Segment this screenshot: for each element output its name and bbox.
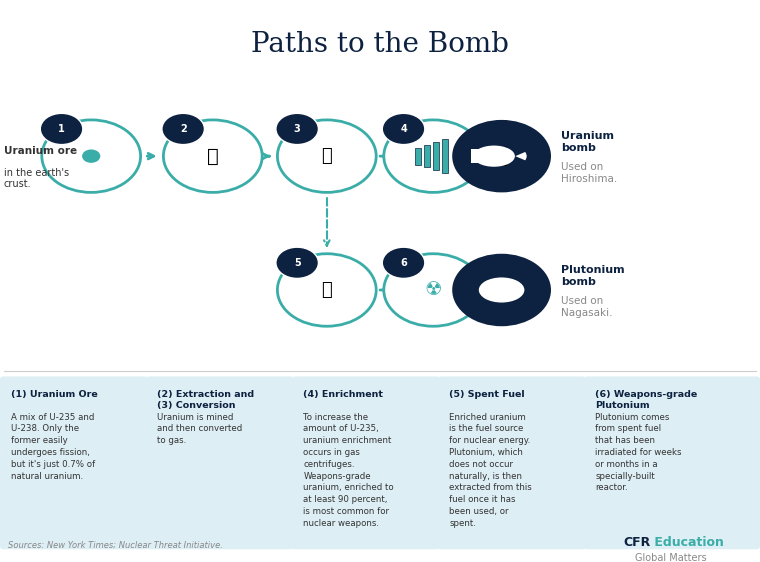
Circle shape [384,120,483,192]
Text: 5: 5 [294,258,300,268]
Text: Uranium ore: Uranium ore [4,146,77,156]
Bar [415,148,421,165]
Wedge shape [515,152,527,160]
Circle shape [42,120,141,192]
Text: Used on
Nagasaki.: Used on Nagasaki. [561,296,613,318]
Circle shape [452,253,551,326]
Text: Global Matters: Global Matters [635,553,706,562]
Text: in the earth's
crust.: in the earth's crust. [4,167,69,189]
Bar [424,145,430,167]
Text: 🏭: 🏭 [321,147,332,165]
Circle shape [277,253,376,326]
Circle shape [163,120,262,192]
Text: (1) Uranium Ore: (1) Uranium Ore [11,391,98,400]
Text: 2: 2 [180,124,186,134]
Text: (5) Spent Fuel: (5) Spent Fuel [449,391,525,400]
Text: Used on
Hiroshima.: Used on Hiroshima. [561,162,617,184]
Text: 3: 3 [294,124,300,134]
Ellipse shape [473,146,515,167]
Text: Uranium is mined
and then converted
to gas.: Uranium is mined and then converted to g… [157,413,242,445]
Circle shape [382,114,425,144]
Text: Plutonium
bomb: Plutonium bomb [561,265,625,287]
Text: 💣: 💣 [495,146,508,166]
FancyBboxPatch shape [292,377,440,549]
Text: Sources: New York Times; Nuclear Threat Initiative.: Sources: New York Times; Nuclear Threat … [8,540,223,549]
Text: ☢: ☢ [424,280,442,300]
Text: Paths to the Bomb: Paths to the Bomb [251,31,509,58]
Text: Education: Education [650,536,724,549]
Circle shape [276,247,318,278]
FancyBboxPatch shape [584,377,760,549]
FancyBboxPatch shape [438,377,586,549]
Text: (6) Weapons-grade
Plutonium: (6) Weapons-grade Plutonium [595,391,698,410]
Bar [471,149,480,163]
Circle shape [384,253,483,326]
Text: CFR: CFR [623,536,651,549]
Text: Uranium
bomb: Uranium bomb [561,132,614,153]
Bar [442,139,448,173]
Circle shape [452,120,551,192]
Circle shape [82,149,100,163]
Text: 4: 4 [401,124,407,134]
Circle shape [40,114,83,144]
Text: 💥: 💥 [495,280,508,300]
Circle shape [162,114,204,144]
Text: 🏭: 🏭 [321,281,332,299]
Text: Plutonium comes
from spent fuel
that has been
irradiated for weeks
or months in : Plutonium comes from spent fuel that has… [595,413,682,492]
Text: 1: 1 [59,124,65,134]
Text: (4) Enrichment: (4) Enrichment [303,391,383,400]
Circle shape [276,114,318,144]
Circle shape [382,247,425,278]
Text: To increase the
amount of U-235,
uranium enrichment
occurs in gas
centrifuges.
W: To increase the amount of U-235, uranium… [303,413,394,528]
FancyBboxPatch shape [0,377,148,549]
FancyBboxPatch shape [146,377,294,549]
Text: A mix of U-235 and
U-238. Only the
former easily
undergoes fission,
but it's jus: A mix of U-235 and U-238. Only the forme… [11,413,96,481]
Text: 6: 6 [401,258,407,268]
Text: (2) Extraction and
(3) Conversion: (2) Extraction and (3) Conversion [157,391,255,410]
Ellipse shape [479,278,524,302]
Text: 🏗: 🏗 [207,147,219,166]
Circle shape [277,120,376,192]
Bar [433,142,439,170]
Text: Enriched uranium
is the fuel source
for nuclear energy.
Plutonium, which
does no: Enriched uranium is the fuel source for … [449,413,532,528]
